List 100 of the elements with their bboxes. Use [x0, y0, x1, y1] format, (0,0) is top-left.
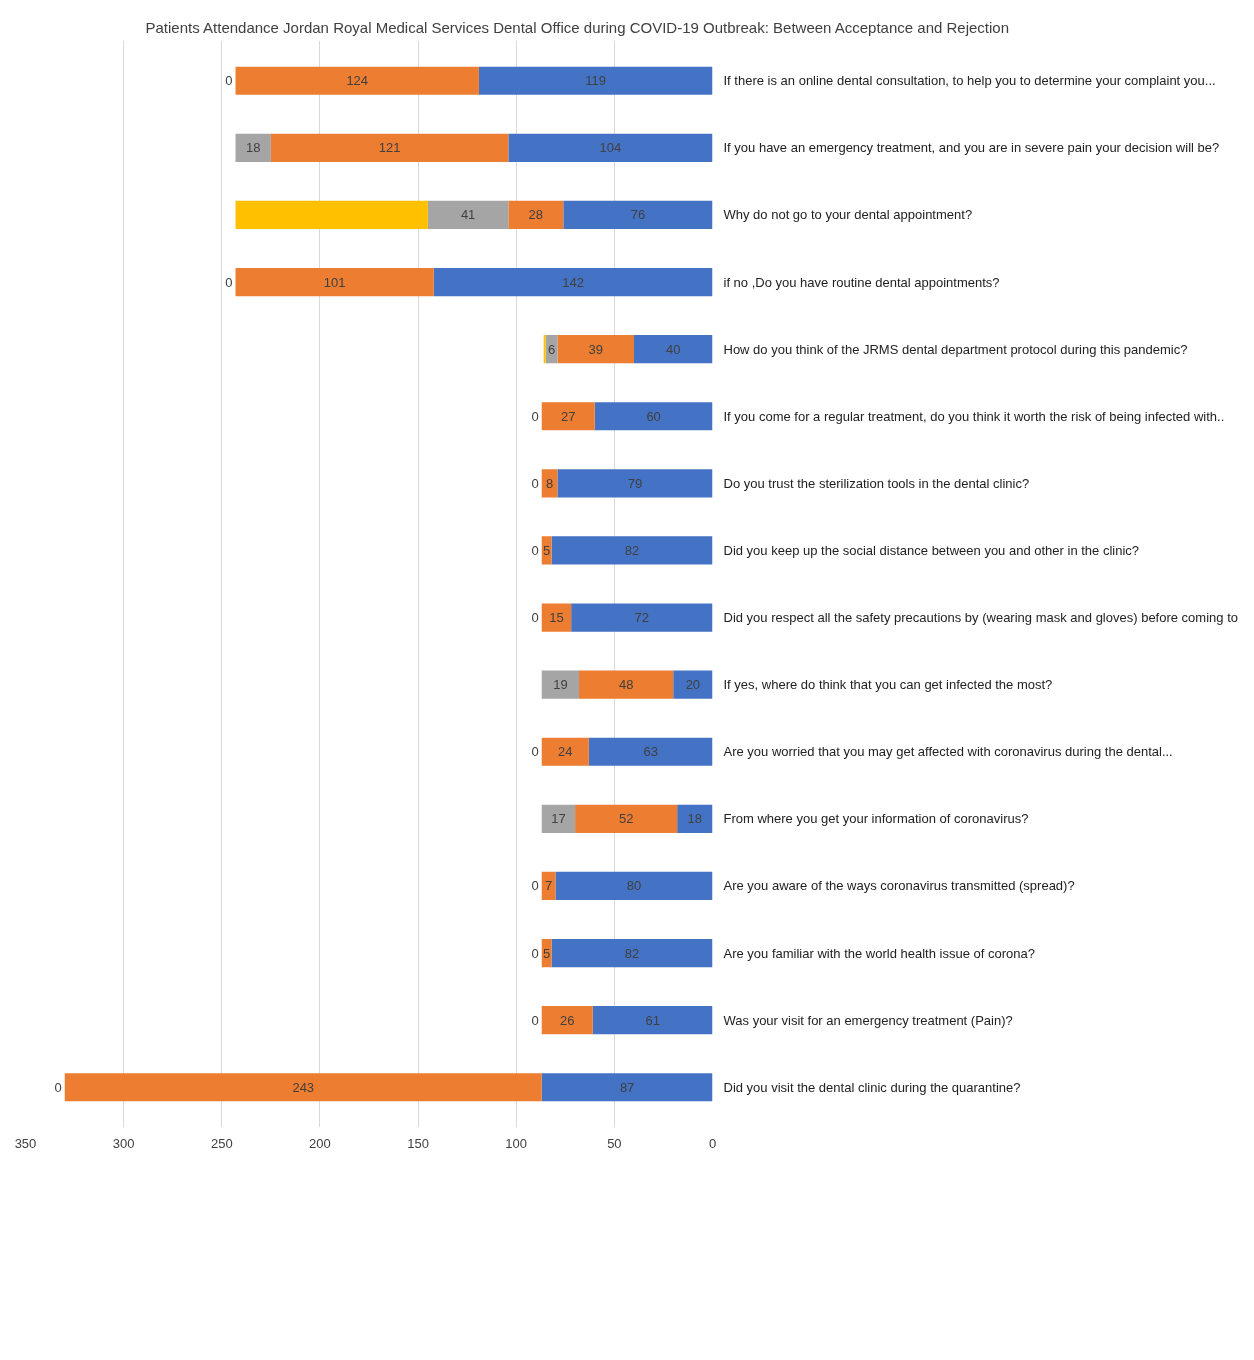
data-label: 142 [562, 274, 584, 290]
data-label: 40 [666, 341, 681, 357]
y-tick-label: Did you visit the dental clinic during the quarantine? [723, 1079, 1021, 1095]
data-label: 8 [545, 475, 554, 491]
data-label: 18 [687, 811, 703, 827]
y-tick-label: Did you respect all the safety precautions by (wearing mask and gloves) before coming to [723, 610, 1238, 626]
bar [541, 402, 595, 431]
bar [541, 1006, 593, 1035]
data-label: 27 [561, 408, 576, 424]
data-label: 61 [645, 1012, 660, 1028]
y-tick-label: If you have an emergency treatment, and you are in severe pain your decision will be? [723, 140, 1220, 156]
bar [541, 603, 572, 632]
y-tick-label: If yes, where do think that you can get infected the most? [723, 677, 1053, 693]
data-label: 243 [292, 1079, 315, 1095]
data-label: 0 [531, 744, 539, 760]
bar [427, 200, 509, 230]
bar [551, 536, 713, 565]
data-label: 82 [624, 542, 640, 558]
y-tick-label: Are you familiar with the world health issue of corona? [723, 945, 1035, 961]
bar [592, 1006, 713, 1035]
data-label: 63 [643, 744, 658, 760]
x-tick-label: 200 [309, 1135, 331, 1151]
x-tick-label: 250 [210, 1135, 233, 1151]
data-label: 0 [531, 475, 539, 491]
data-label: 7 [544, 878, 553, 894]
bar [557, 335, 634, 364]
bar [588, 737, 713, 766]
x-tick-label: 150 [407, 1135, 429, 1151]
bar [551, 938, 713, 968]
data-label: 15 [549, 610, 564, 626]
data-label: 104 [599, 140, 622, 156]
data-label: 0 [54, 1079, 62, 1095]
x-tick-label: 0 [708, 1135, 717, 1151]
y-tick-label: Are you worried that you may get affected with coronavirus during the dental... [723, 744, 1173, 760]
data-label: 41 [460, 207, 476, 223]
data-label: 0 [225, 274, 233, 290]
bar [541, 804, 576, 833]
data-label: 124 [346, 73, 369, 89]
data-label: 5 [543, 542, 551, 558]
data-label: 0 [531, 542, 539, 558]
data-label: 39 [588, 341, 603, 357]
data-label: 60 [646, 408, 661, 424]
x-tick-label: 350 [14, 1135, 37, 1151]
data-label: 52 [618, 811, 634, 827]
y-tick-label: If you come for a regular treatment, do you think it worth the risk of being infected with.. [723, 408, 1225, 424]
data-label: 48 [618, 677, 634, 693]
data-label: 0 [225, 73, 233, 89]
bar [541, 737, 589, 766]
bar [235, 267, 434, 297]
bar [579, 670, 674, 699]
x-tick-label: 100 [505, 1135, 528, 1151]
data-label: 26 [560, 1012, 575, 1028]
data-label: 20 [685, 677, 701, 693]
bar [64, 1073, 542, 1102]
x-tick-label: 50 [607, 1135, 622, 1151]
data-label: 0 [531, 945, 539, 961]
data-label: 24 [558, 744, 573, 760]
bar [508, 200, 564, 230]
chart-title: Patients Attendance Jordan Royal Medical Services Dental Office during COVID-19 Outbreak: Between Acceptance and Rejection [145, 18, 1010, 36]
y-tick-label: If there is an online dental consultation, to help you to determine your complaint you... [723, 73, 1216, 89]
bar [571, 603, 713, 632]
data-label: 121 [378, 140, 401, 156]
bar [508, 133, 713, 162]
bar [541, 1073, 713, 1102]
data-label: 87 [619, 1079, 635, 1095]
y-tick-label: if no ,Do you have routine dental appointments? [723, 274, 1000, 290]
y-tick-label: Are you aware of the ways coronavirus transmitted (spread)? [723, 878, 1075, 894]
bar [270, 133, 509, 162]
y-tick-label: Did you keep up the social distance between you and other in the clinic? [723, 542, 1140, 558]
data-label: 0 [531, 610, 539, 626]
data-label: 72 [634, 610, 650, 626]
bar [575, 804, 678, 833]
data-label: 5 [543, 945, 551, 961]
data-label: 6 [547, 341, 556, 357]
bar [555, 871, 713, 901]
data-label: 0 [531, 408, 539, 424]
bar [673, 670, 713, 699]
y-tick-label: Do you trust the sterilization tools in the dental clinic? [723, 475, 1030, 491]
bar [541, 670, 580, 699]
bar [235, 133, 271, 162]
x-tick-label: 300 [112, 1135, 135, 1151]
bar [478, 66, 713, 95]
data-label: 28 [528, 207, 544, 223]
bar [633, 335, 713, 364]
y-tick-label: From where you get your information of coronavirus? [723, 811, 1029, 827]
data-label: 18 [245, 140, 261, 156]
bar [563, 200, 713, 230]
data-label: 82 [624, 945, 640, 961]
bar [433, 267, 713, 297]
data-label: 0 [531, 1012, 539, 1028]
data-label: 119 [585, 73, 607, 89]
bar [677, 804, 713, 833]
data-label: 76 [630, 207, 646, 223]
bar [235, 200, 428, 230]
data-label: 80 [626, 878, 642, 894]
y-tick-label: Was your visit for an emergency treatment (Pain)? [723, 1012, 1013, 1028]
bar [235, 66, 479, 95]
data-label: 19 [553, 677, 568, 693]
data-label: 79 [627, 475, 643, 491]
y-tick-label: How do you think of the JRMS dental department protocol during this pandemic? [723, 341, 1188, 357]
